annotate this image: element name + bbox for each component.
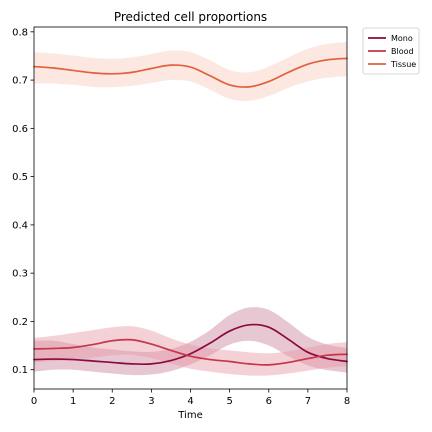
x-tick-label: 1 bbox=[70, 396, 76, 407]
tissue-line bbox=[33, 57, 348, 88]
mono-confidence-band bbox=[34, 307, 347, 376]
tissue-confidence-band bbox=[34, 41, 347, 102]
series-lines bbox=[33, 57, 348, 366]
mono-line bbox=[33, 323, 348, 366]
y-tick-label: 0.8 bbox=[12, 27, 28, 38]
blood-line bbox=[33, 338, 348, 366]
legend-label-mono: Mono bbox=[391, 34, 413, 43]
x-tick-label: 0 bbox=[31, 396, 37, 407]
y-tick-label: 0.4 bbox=[12, 220, 28, 231]
x-tick-label: 4 bbox=[187, 396, 193, 407]
x-tick-label: 2 bbox=[109, 396, 115, 407]
legend-box bbox=[362, 27, 420, 75]
legend-label-tissue: Tissue bbox=[390, 60, 416, 69]
y-tick-label: 0.3 bbox=[12, 269, 28, 280]
x-tick-label: 6 bbox=[266, 396, 272, 407]
y-tick-label: 0.1 bbox=[12, 365, 28, 376]
confidence-bands bbox=[34, 41, 347, 376]
x-axis-label: Time bbox=[177, 410, 202, 421]
y-tick-label: 0.7 bbox=[12, 76, 28, 87]
y-tick-label: 0.5 bbox=[12, 172, 28, 183]
y-tick-label: 0.2 bbox=[12, 317, 28, 328]
chart-title: Predicted cell proportions bbox=[114, 10, 267, 24]
legend-label-blood: Blood bbox=[391, 47, 414, 56]
y-tick-label: 0.6 bbox=[12, 124, 28, 135]
x-tick-label: 8 bbox=[344, 396, 350, 407]
y-axis: 0.1 0.2 0.3 0.4 0.5 0.6 0.7 0.8 bbox=[12, 27, 34, 376]
x-tick-label: 3 bbox=[148, 396, 154, 407]
x-axis: 0 1 2 3 4 5 6 7 8 bbox=[31, 389, 350, 407]
legend: Mono Blood Tissue bbox=[362, 27, 420, 75]
x-tick-label: 7 bbox=[305, 396, 311, 407]
blood-confidence-band bbox=[34, 326, 347, 376]
x-tick-label: 5 bbox=[226, 396, 232, 407]
